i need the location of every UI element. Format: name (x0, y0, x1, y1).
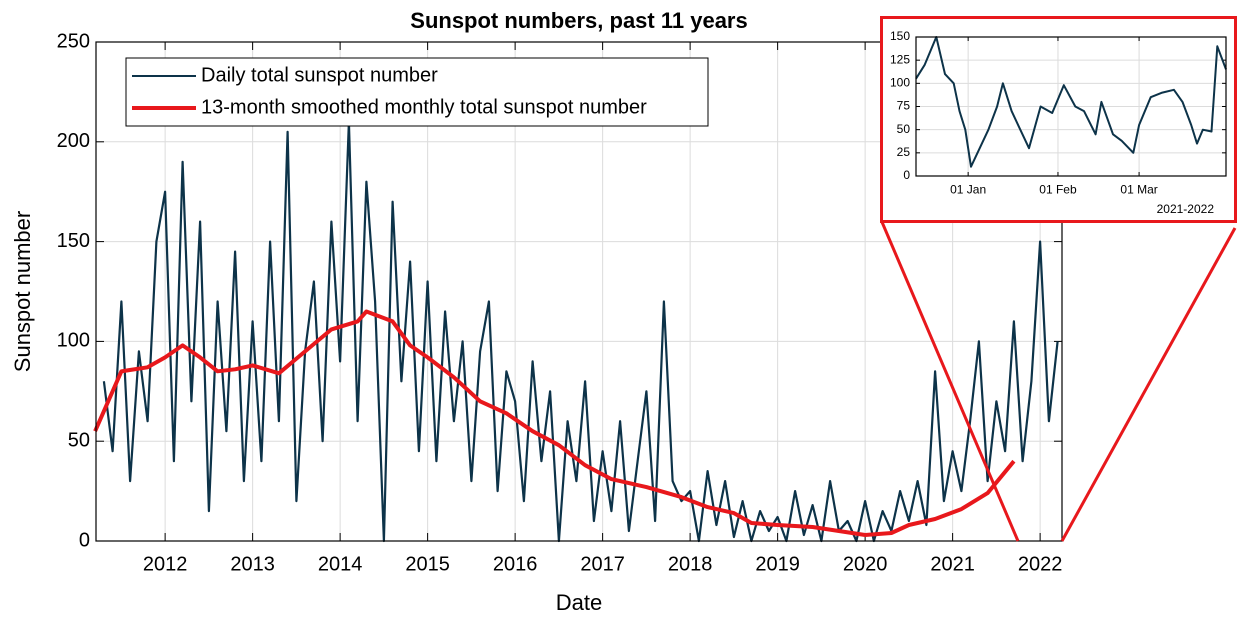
zoom-line (1060, 227, 1237, 542)
x-tick-label: 2013 (230, 553, 275, 575)
y-tick-label: 250 (57, 30, 90, 52)
x-tick-label: 2022 (1018, 553, 1063, 575)
x-tick-label: 2017 (580, 553, 625, 575)
y-tick-label: 150 (890, 29, 910, 43)
legend-label: Daily total sunspot number (201, 64, 438, 86)
x-tick-label: 2018 (668, 553, 713, 575)
x-tick-label: 2021 (930, 553, 975, 575)
series-line (102, 120, 1059, 543)
x-axis-label: 2021-2022 (1157, 202, 1215, 216)
x-tick-label: 01 Feb (1039, 183, 1077, 197)
y-axis-label: Sunspot number (10, 211, 35, 372)
x-tick-label: 2016 (493, 553, 538, 575)
x-tick-label: 01 Jan (950, 183, 986, 197)
y-tick-label: 100 (57, 330, 90, 352)
y-tick-label: 75 (897, 99, 911, 113)
x-tick-label: 2015 (405, 553, 450, 575)
x-axis-label: Date (556, 590, 602, 615)
inset-chart: 0 25 50 75 100 125 150 01 Jan 01 Feb 01 Mar2021-2… (880, 16, 1237, 223)
x-tick-label: 2020 (843, 553, 888, 575)
zoom-indicator (880, 221, 1237, 542)
y-tick-label: 200 (57, 130, 90, 152)
series-line (93, 309, 1016, 537)
x-tick-label: 2012 (143, 553, 188, 575)
y-tick-label: 50 (897, 122, 911, 136)
y-tick-label: 50 (68, 429, 90, 451)
y-tick-label: 0 (903, 168, 910, 182)
plot-frame (95, 41, 1063, 542)
legend-box (125, 57, 709, 127)
y-tick-label: 100 (890, 76, 910, 90)
y-tick-label: 25 (897, 145, 911, 159)
chart-title: Sunspot numbers, past 11 years (410, 8, 747, 33)
y-tick-label: 150 (57, 230, 90, 252)
plot-frame (915, 36, 1227, 177)
x-tick-label: 2019 (755, 553, 800, 575)
legend-label: 13-month smoothed monthly total sunspot … (201, 96, 647, 118)
zoom-line (880, 221, 1020, 542)
y-tick-label: 0 (79, 529, 90, 551)
x-tick-label: 2014 (318, 553, 363, 575)
y-tick-label: 125 (890, 52, 910, 66)
series-line (915, 36, 1227, 168)
x-tick-label: 01 Mar (1120, 183, 1157, 197)
